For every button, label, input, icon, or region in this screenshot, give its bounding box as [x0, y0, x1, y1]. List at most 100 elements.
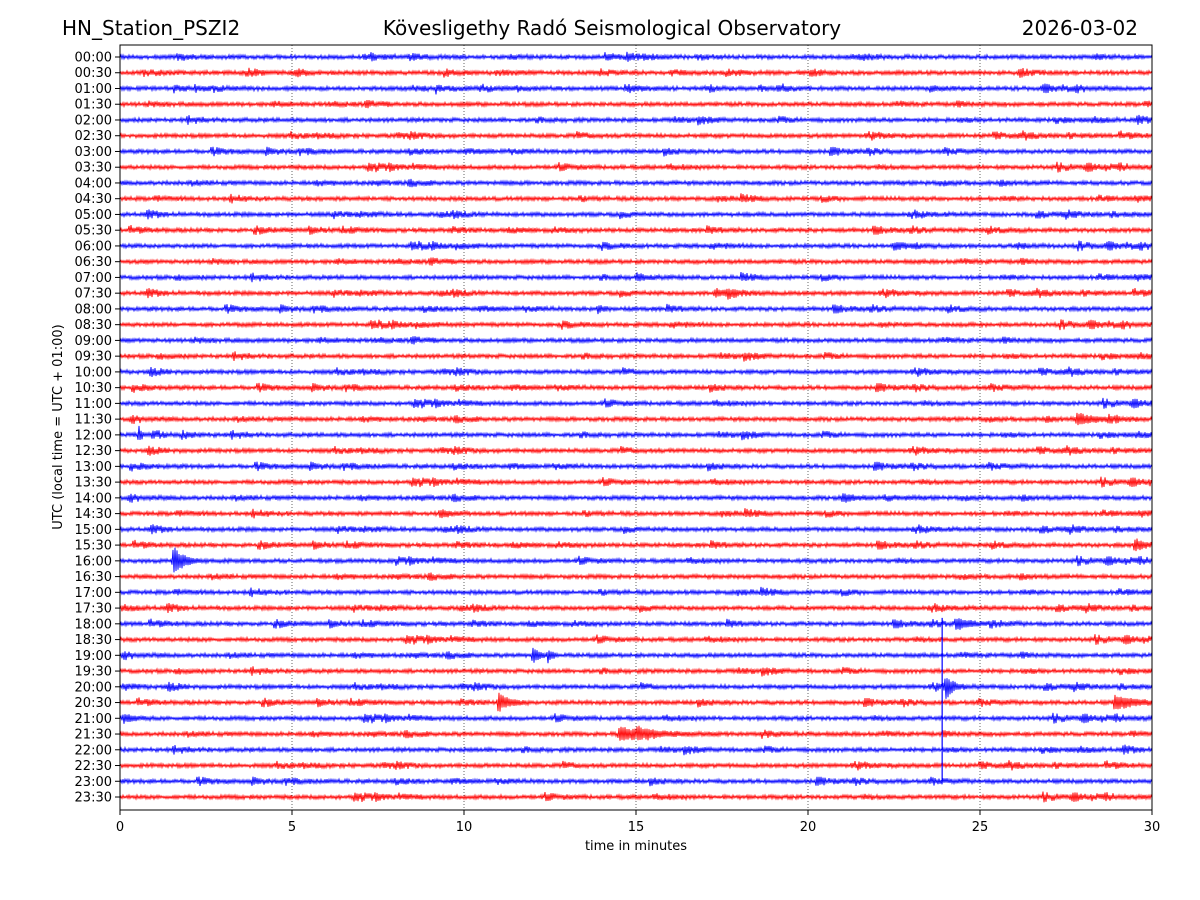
- x-tick-label: 5: [288, 820, 296, 835]
- y-tick-label: 23:00: [75, 775, 112, 790]
- y-tick-label: 10:30: [75, 381, 112, 396]
- trace-08:30: [119, 319, 1153, 331]
- trace-14:00: [119, 493, 1153, 503]
- trace-04:30: [119, 193, 1153, 204]
- y-tick-label: 19:00: [75, 649, 112, 664]
- y-tick-label: 12:00: [75, 428, 112, 443]
- trace-01:30: [119, 99, 1153, 109]
- trace-02:30: [119, 130, 1153, 141]
- y-tick-label: 05:30: [75, 224, 112, 239]
- y-tick-label: 19:30: [75, 665, 112, 680]
- trace-17:00: [119, 586, 1153, 598]
- trace-12:00: [119, 425, 1153, 441]
- x-tick-label: 10: [456, 820, 473, 835]
- y-tick-label: 16:30: [75, 570, 112, 585]
- trace-12:30: [119, 445, 1153, 456]
- trace-15:30: [119, 538, 1153, 552]
- trace-22:00: [119, 744, 1153, 756]
- trace-13:00: [119, 461, 1153, 472]
- trace-07:00: [119, 272, 1153, 283]
- trace-01:00: [119, 83, 1153, 95]
- y-tick-label: 17:30: [75, 602, 112, 617]
- trace-15:00: [119, 524, 1153, 535]
- y-tick-label: 06:30: [75, 255, 112, 270]
- trace-11:30: [119, 412, 1153, 426]
- y-tick-label: 03:00: [75, 145, 112, 160]
- y-tick-label: 21:30: [75, 728, 112, 743]
- y-tick-label: 09:30: [75, 350, 112, 365]
- trace-13:30: [119, 476, 1153, 488]
- trace-16:00: [119, 547, 1153, 573]
- y-tick-label: 05:00: [75, 208, 112, 223]
- x-tick-label: 20: [800, 820, 817, 835]
- y-tick-label: 15:30: [75, 539, 112, 554]
- y-tick-label: 14:30: [75, 507, 112, 522]
- trace-18:30: [119, 634, 1153, 645]
- trace-16:30: [119, 572, 1153, 581]
- trace-05:30: [119, 225, 1153, 235]
- trace-10:00: [119, 366, 1153, 378]
- x-axis-label: time in minutes: [585, 839, 687, 854]
- trace-00:30: [119, 67, 1153, 78]
- trace-21:00: [119, 712, 1153, 724]
- y-tick-label: 07:00: [75, 271, 112, 286]
- y-tick-label: 00:00: [75, 51, 112, 66]
- y-tick-label: 03:30: [75, 161, 112, 176]
- y-tick-label: 20:30: [75, 696, 112, 711]
- trace-06:00: [119, 240, 1153, 252]
- trace-06:30: [119, 257, 1153, 266]
- trace-22:30: [119, 760, 1153, 771]
- y-tick-label: 08:30: [75, 318, 112, 333]
- y-tick-label: 04:30: [75, 192, 112, 207]
- y-tick-label: 14:00: [75, 491, 112, 506]
- trace-11:00: [119, 397, 1153, 409]
- trace-00:00: [119, 51, 1153, 62]
- y-tick-label: 06:00: [75, 239, 112, 254]
- trace-05:00: [119, 209, 1153, 220]
- y-tick-label: 17:00: [75, 586, 112, 601]
- trace-21:30: [119, 725, 1153, 741]
- trace-19:00: [119, 647, 1153, 664]
- trace-09:00: [119, 336, 1153, 345]
- plot-frame: [119, 44, 1153, 811]
- y-tick-label: 21:00: [75, 712, 112, 727]
- trace-08:00: [119, 303, 1153, 315]
- y-axis-label: UTC (local time = UTC + 01:00): [51, 324, 66, 529]
- y-tick-label: 23:30: [75, 791, 112, 806]
- y-tick-label: 02:00: [75, 113, 112, 128]
- trace-02:00: [119, 114, 1153, 126]
- y-axis-ticks: 00:0000:3001:0001:3002:0002:3003:0003:30…: [75, 51, 120, 806]
- trace-09:30: [119, 351, 1153, 362]
- y-tick-label: 15:00: [75, 523, 112, 538]
- y-tick-label: 11:00: [75, 397, 112, 412]
- y-tick-label: 00:30: [75, 66, 112, 81]
- trace-10:30: [119, 382, 1153, 393]
- y-tick-label: 13:00: [75, 460, 112, 475]
- x-tick-label: 0: [116, 820, 124, 835]
- trace-07:30: [119, 287, 1153, 300]
- x-tick-label: 25: [972, 820, 989, 835]
- trace-03:30: [119, 161, 1153, 173]
- y-tick-label: 09:00: [75, 334, 112, 349]
- y-tick-label: 08:00: [75, 302, 112, 317]
- y-tick-label: 04:00: [75, 176, 112, 191]
- date-title: 2026-03-02: [1022, 16, 1138, 40]
- trace-18:00: [119, 618, 1153, 630]
- y-tick-label: 02:30: [75, 129, 112, 144]
- y-tick-label: 20:00: [75, 680, 112, 695]
- traces: [119, 51, 1153, 803]
- trace-23:00: [119, 776, 1153, 787]
- trace-23:30: [119, 791, 1153, 803]
- y-tick-label: 07:30: [75, 287, 112, 302]
- y-tick-label: 11:30: [75, 413, 112, 428]
- trace-04:00: [119, 178, 1153, 188]
- y-tick-label: 12:30: [75, 444, 112, 459]
- y-tick-label: 10:00: [75, 365, 112, 380]
- trace-19:30: [119, 666, 1153, 677]
- trace-17:30: [119, 602, 1153, 614]
- y-tick-label: 01:00: [75, 82, 112, 97]
- trace-14:30: [119, 508, 1153, 519]
- x-tick-label: 15: [628, 820, 645, 835]
- y-tick-label: 18:30: [75, 633, 112, 648]
